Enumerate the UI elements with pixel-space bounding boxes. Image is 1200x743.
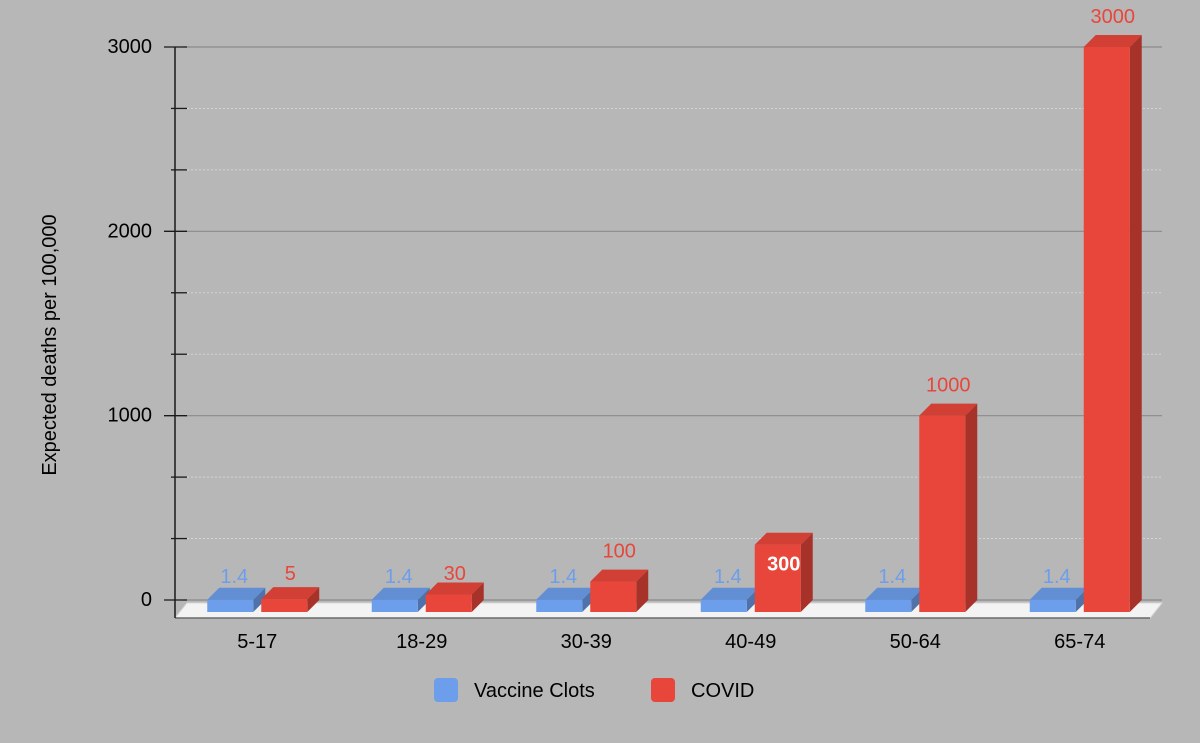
bar-covid bbox=[1083, 35, 1142, 612]
bar-covid bbox=[425, 582, 484, 612]
bar-side-face bbox=[636, 569, 649, 612]
bar-front-face bbox=[261, 599, 308, 612]
floor-plane bbox=[173, 602, 1164, 619]
x-tick-label: 18-29 bbox=[396, 631, 447, 653]
data-label: 1.4 bbox=[878, 566, 906, 588]
bar-top-face bbox=[919, 403, 978, 416]
bar-front-face bbox=[371, 599, 418, 612]
gridlines bbox=[183, 46, 1162, 601]
bar-top-face bbox=[865, 587, 924, 600]
bar-vaccine-clots bbox=[207, 587, 266, 612]
bar-covid bbox=[754, 532, 813, 612]
bar-top-face bbox=[1083, 35, 1142, 47]
bars bbox=[207, 35, 1142, 612]
bar-top-face bbox=[700, 587, 759, 600]
bar-side-face bbox=[253, 587, 266, 612]
bar-front-face bbox=[919, 415, 966, 612]
bar-front-face bbox=[536, 599, 583, 612]
x-axis-labels: 5-17 18-29 30-39 40-49 50-64 65-74 bbox=[237, 631, 1105, 653]
bar-side-face bbox=[307, 587, 320, 612]
bar-side-face bbox=[800, 532, 813, 612]
legend-item: COVID bbox=[651, 678, 754, 702]
bar-top-face bbox=[536, 587, 595, 600]
bar-front-face bbox=[1029, 599, 1076, 612]
x-tick-label: 30-39 bbox=[561, 631, 612, 653]
data-label: 1.4 bbox=[549, 566, 577, 588]
bar-front-face bbox=[1083, 47, 1130, 612]
legend-label: COVID bbox=[691, 680, 754, 702]
bar-top-face bbox=[371, 587, 430, 600]
y-tick-label: 1000 bbox=[108, 405, 153, 427]
bar-top-face bbox=[1029, 587, 1088, 600]
bar-front-face bbox=[700, 599, 747, 612]
bar-front-face bbox=[865, 599, 912, 612]
bar-top-face bbox=[261, 587, 320, 600]
bar-vaccine-clots bbox=[865, 587, 924, 612]
data-label: 1000 bbox=[926, 375, 971, 397]
data-label: 1.4 bbox=[714, 566, 742, 588]
bar-vaccine-clots bbox=[536, 587, 595, 612]
y-tick-label: 3000 bbox=[108, 36, 153, 58]
x-tick-label: 65-74 bbox=[1054, 631, 1105, 653]
bar-side-face bbox=[965, 403, 978, 612]
bar-top-face bbox=[754, 532, 813, 545]
y-axis: 0 1000 2000 3000 bbox=[108, 36, 187, 618]
x-tick-label: 40-49 bbox=[725, 631, 776, 653]
bar-front-face bbox=[590, 581, 637, 612]
data-label: 5 bbox=[285, 563, 296, 585]
data-label: 1.4 bbox=[1043, 566, 1071, 588]
data-labels: 1.4 5 1.4 30 1.4 100 1.4 300 1.4 1000 1.4 3000 bbox=[220, 6, 1135, 588]
bar-top-face bbox=[590, 569, 649, 582]
bar-covid bbox=[919, 403, 978, 612]
y-tick-label: 0 bbox=[141, 589, 152, 611]
bar-vaccine-clots bbox=[700, 587, 759, 612]
bar-front-face bbox=[207, 599, 254, 612]
bar-side-face bbox=[471, 582, 484, 612]
y-tick-label: 2000 bbox=[108, 220, 153, 242]
bar-vaccine-clots bbox=[1029, 587, 1088, 612]
legend-swatch bbox=[651, 678, 675, 702]
x-tick-label: 5-17 bbox=[237, 631, 277, 653]
bar-front-face bbox=[425, 594, 472, 612]
legend-label: Vaccine Clots bbox=[474, 680, 595, 702]
legend-swatch bbox=[434, 678, 458, 702]
bar-top-face bbox=[207, 587, 266, 600]
bar-covid bbox=[261, 587, 320, 612]
data-label: 30 bbox=[444, 563, 466, 585]
x-tick-label: 50-64 bbox=[890, 631, 941, 653]
y-axis-title: Expected deaths per 100,000 bbox=[39, 214, 61, 475]
chart-floor bbox=[173, 602, 1164, 619]
data-label: 300 bbox=[767, 554, 800, 576]
data-label: 3000 bbox=[1091, 6, 1136, 28]
bar-covid bbox=[590, 569, 649, 612]
data-label: 1.4 bbox=[385, 566, 413, 588]
bar-vaccine-clots bbox=[371, 587, 430, 612]
legend: Vaccine Clots COVID bbox=[434, 678, 754, 702]
bar-front-face bbox=[754, 544, 801, 612]
legend-item: Vaccine Clots bbox=[434, 678, 595, 702]
data-label: 100 bbox=[603, 541, 636, 563]
bar-top-face bbox=[425, 582, 484, 595]
bar-side-face bbox=[1129, 35, 1142, 612]
data-label: 1.4 bbox=[220, 566, 248, 588]
